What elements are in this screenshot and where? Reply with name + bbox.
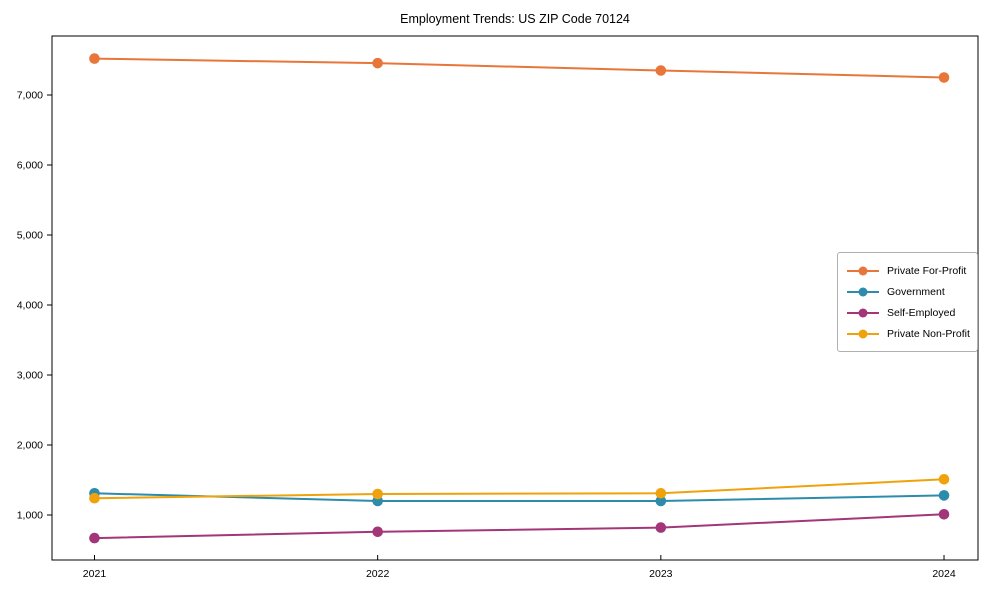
legend-marker-dot (858, 308, 868, 317)
legend-marker-dot (858, 329, 868, 338)
data-point-marker (89, 532, 100, 544)
legend-line-marker-swatch (847, 287, 879, 296)
x-tick-label: 2024 (932, 568, 956, 580)
series-line (94, 513, 945, 540)
data-point-marker (938, 508, 950, 520)
legend-label: Self-Employed (887, 306, 956, 319)
legend-line-marker-swatch (847, 308, 879, 317)
legend-marker-dot (858, 266, 868, 275)
legend-item: Private Non-Profit (847, 323, 970, 344)
data-point-marker (89, 492, 100, 504)
y-tick-label: 5,000 (17, 230, 43, 242)
x-tick-label: 2021 (83, 568, 107, 580)
y-tick-label: 4,000 (17, 299, 43, 311)
series-line (94, 478, 945, 500)
y-tick-label: 7,000 (17, 90, 43, 102)
x-tick-label: 2022 (366, 568, 390, 580)
y-tick-label: 3,000 (17, 369, 43, 381)
legend: Private For-Profit Government Self-Employe… (837, 252, 978, 352)
series-line (94, 57, 945, 79)
data-point-marker (655, 522, 667, 533)
x-tick-label: 2023 (649, 568, 673, 580)
y-tick-label: 6,000 (17, 160, 43, 172)
legend-line-marker-swatch (847, 329, 879, 338)
data-point-marker (655, 495, 667, 507)
legend-label: Private For-Profit (887, 264, 967, 277)
legend-marker-dot (858, 287, 868, 296)
legend-item: Self-Employed (847, 302, 968, 323)
legend-item: Private For-Profit (847, 260, 968, 281)
legend-line-marker-swatch (847, 266, 879, 275)
data-point-marker (372, 57, 383, 69)
data-point-marker (938, 72, 950, 83)
legend-label: Private Non-Profit (887, 327, 970, 340)
y-tick-label: 2,000 (17, 439, 43, 451)
data-point-marker (938, 490, 950, 501)
data-point-marker (89, 53, 100, 64)
legend-label: Government (887, 285, 945, 298)
series-line (94, 492, 945, 502)
plot-frame (51, 35, 979, 561)
data-point-marker (938, 473, 950, 485)
data-point-marker (372, 488, 383, 500)
data-point-marker (655, 65, 667, 76)
data-point-marker (655, 487, 667, 499)
chart-title: Employment Trends: US ZIP Code 70124 (400, 12, 630, 26)
legend-item: Government (847, 281, 968, 302)
data-point-marker (372, 526, 383, 538)
y-tick-label: 1,000 (17, 509, 43, 521)
